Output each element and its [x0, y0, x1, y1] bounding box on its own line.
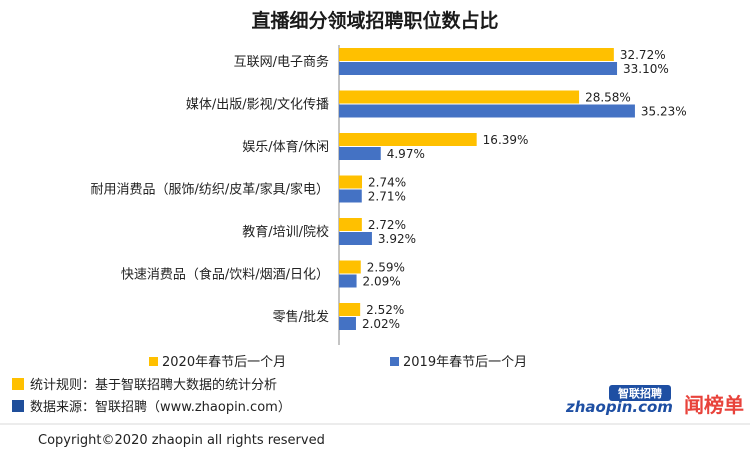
copyright-text: Copyright©2020 zhaopin all rights reserv… — [38, 433, 325, 448]
legend-label-2020: 2020年春节后一个月 — [162, 355, 286, 370]
bar-2020 — [339, 218, 362, 231]
chart-title: 直播细分领域招聘职位数占比 — [251, 9, 498, 32]
data-label-2019: 2.02% — [362, 317, 400, 331]
right-logo: 闻榜单 — [684, 393, 744, 417]
bar-2019 — [339, 232, 372, 245]
category-label: 快速消费品（食品/饮料/烟酒/日化） — [121, 267, 329, 283]
data-label-2019: 3.92% — [378, 232, 416, 246]
legend-label-2019: 2019年春节后一个月 — [403, 355, 527, 370]
data-label-2019: 2.71% — [368, 190, 406, 204]
note-swatch-rule — [12, 378, 24, 390]
data-label-2020: 2.59% — [367, 261, 405, 275]
data-label-2019: 35.23% — [641, 105, 687, 119]
category-label: 耐用消费品（服饰/纺织/皮革/家具/家电） — [90, 182, 329, 198]
legend-swatch-2019 — [390, 357, 399, 366]
bar-2020 — [339, 303, 361, 316]
zhaopin-logo-text: zhaopin.com — [565, 398, 673, 416]
note-swatch-source — [12, 400, 24, 412]
bar-2019 — [339, 62, 618, 75]
bar-2019 — [339, 274, 357, 288]
right-logo-text: 闻榜单 — [684, 393, 744, 417]
bar-2020 — [339, 90, 580, 104]
data-label-2020: 28.58% — [585, 91, 631, 105]
bar-2019 — [339, 147, 381, 160]
zhaopin-logo-badge — [609, 385, 671, 401]
data-label-2019: 33.10% — [623, 62, 669, 76]
data-label-2019: 4.97% — [387, 147, 425, 161]
bar-2020 — [339, 133, 477, 146]
zhaopin-logo: 智联招聘 zhaopin.com — [565, 385, 673, 416]
notes: 统计规则：基于智联招聘大数据的统计分析 数据来源：智联招聘（www.zhaopi… — [12, 377, 291, 415]
bar-2019 — [339, 189, 362, 203]
bar-2019 — [339, 317, 356, 330]
data-label-2020: 2.52% — [366, 303, 404, 317]
data-label-2020: 32.72% — [620, 48, 666, 62]
category-label: 娱乐/体育/休闲 — [242, 139, 329, 155]
data-label-2020: 2.72% — [368, 218, 406, 232]
zhaopin-logo-badge-text: 智联招聘 — [618, 386, 662, 400]
data-label-2020: 2.74% — [368, 176, 406, 190]
bar-2020 — [339, 260, 361, 274]
note-rule: 统计规则：基于智联招聘大数据的统计分析 — [30, 377, 277, 393]
note-source: 数据来源：智联招聘（www.zhaopin.com） — [30, 400, 291, 415]
category-label: 零售/批发 — [273, 309, 329, 325]
data-label-2020: 16.39% — [483, 133, 529, 147]
legend-swatch-2020 — [149, 357, 158, 366]
legend: 2020年春节后一个月 2019年春节后一个月 — [149, 355, 527, 370]
bar-2019 — [339, 104, 635, 118]
bar-group — [339, 48, 635, 330]
category-label: 媒体/出版/影视/文化传播 — [186, 98, 329, 113]
bar-2020 — [339, 48, 614, 61]
data-label-2019: 2.09% — [363, 275, 401, 289]
category-labels: 互联网/电子商务媒体/出版/影视/文化传播娱乐/体育/休闲耐用消费品（服饰/纺织… — [90, 54, 329, 325]
category-label: 互联网/电子商务 — [234, 54, 329, 70]
bar-2020 — [339, 175, 363, 189]
value-labels: 32.72%33.10% 28.58% 35.23% 16.39% 4.97% 2.74%… — [362, 48, 687, 331]
category-label: 教育/培训/院校 — [242, 224, 329, 240]
